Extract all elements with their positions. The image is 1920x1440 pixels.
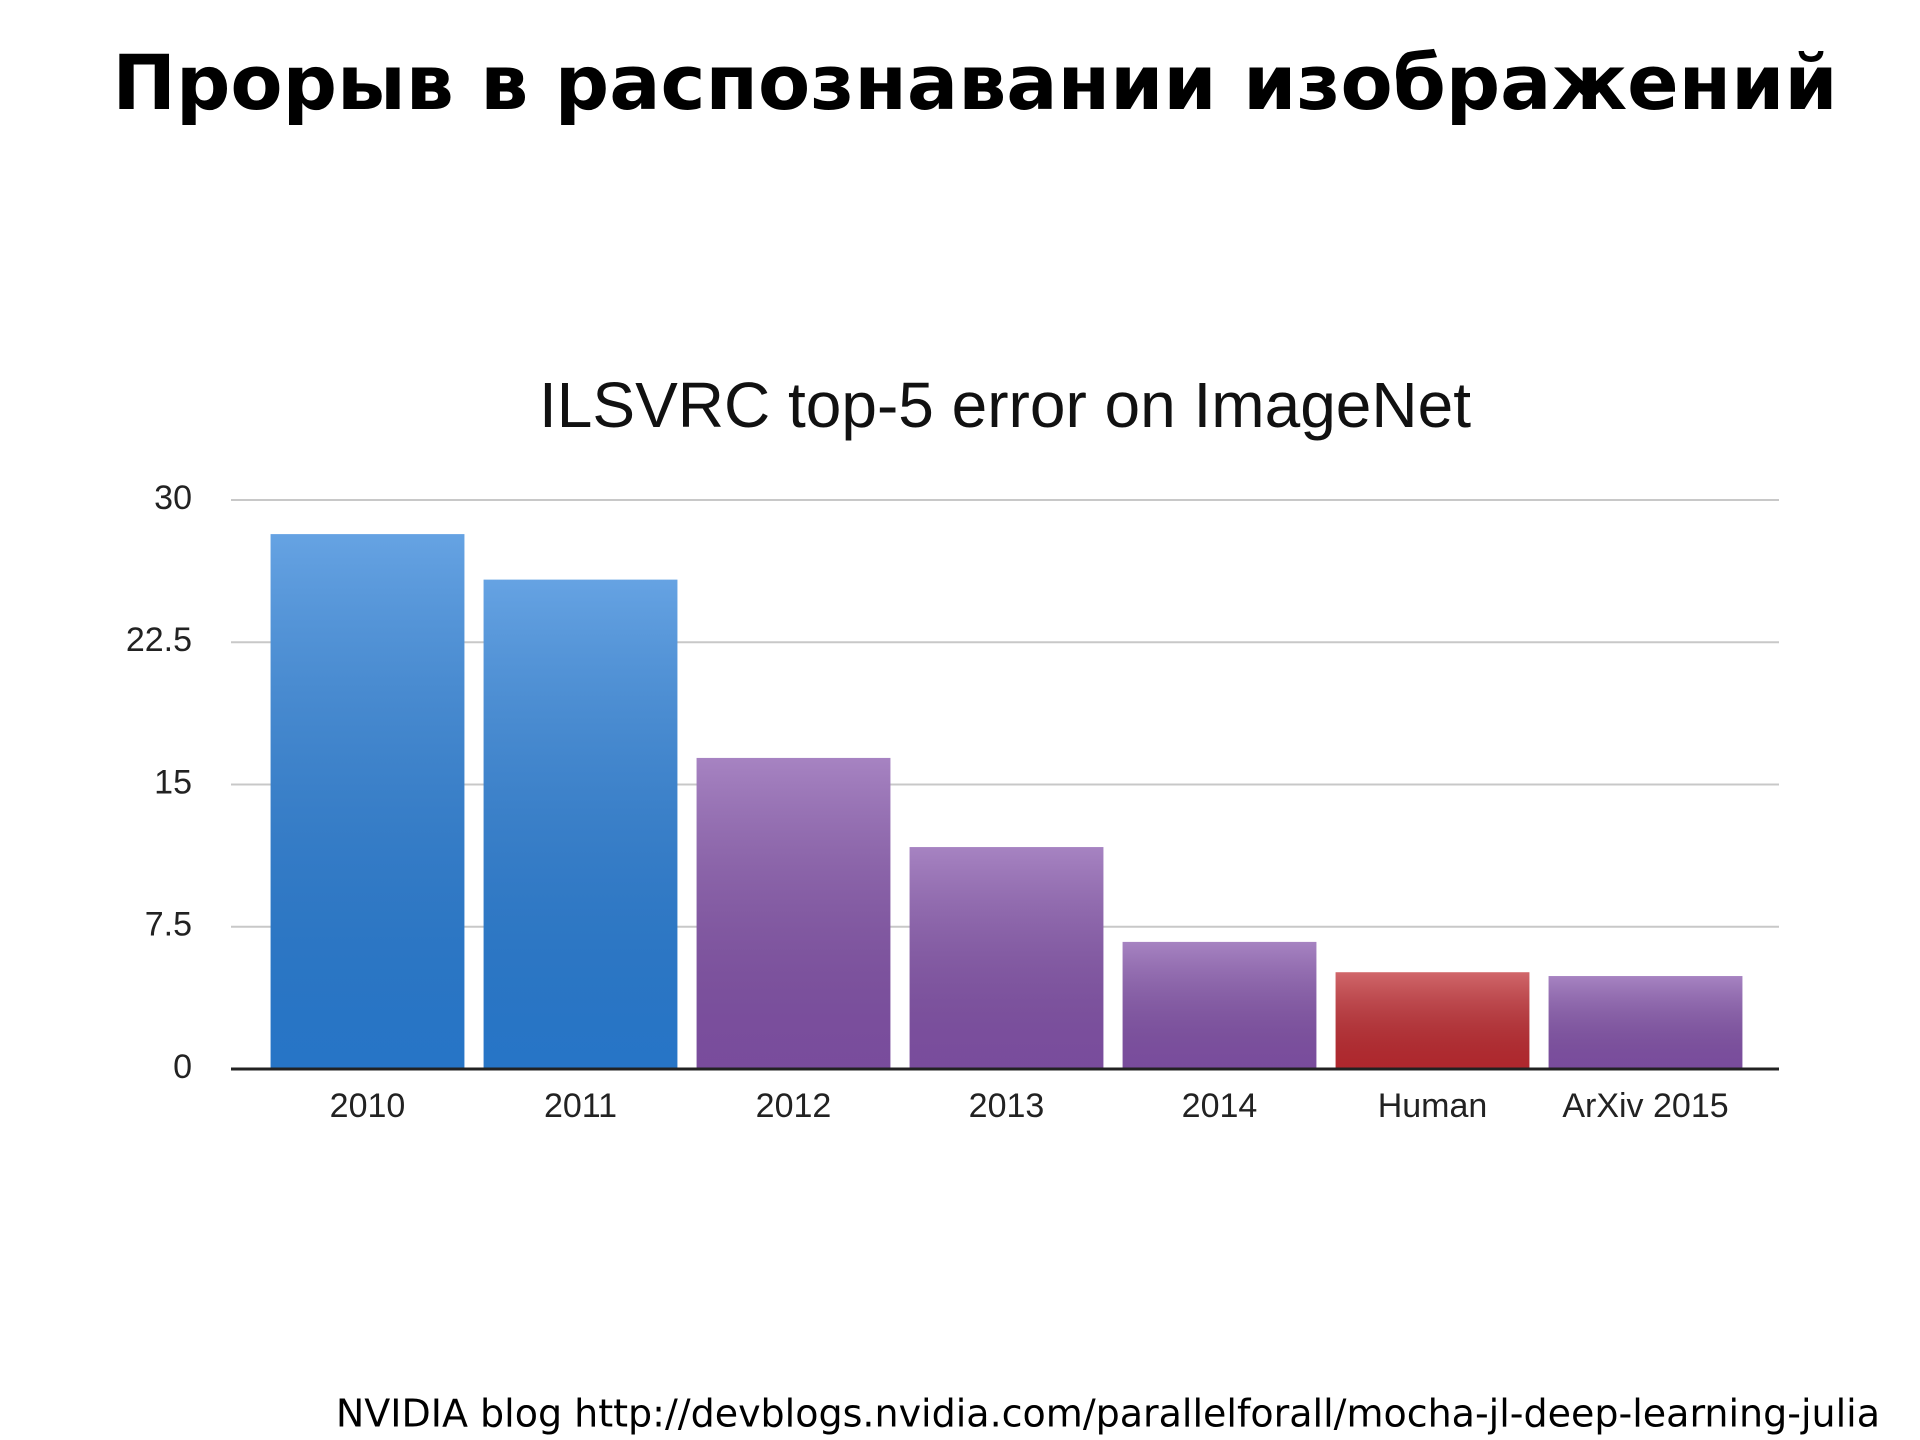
bar-shine	[483, 579, 678, 1069]
bar-shine	[1335, 972, 1530, 1069]
bar-shine	[909, 847, 1104, 1069]
x-tick-label: 2012	[756, 1087, 832, 1125]
bar-shine	[696, 757, 891, 1069]
y-tick-label: 7.5	[145, 906, 192, 944]
x-tick-label: 2010	[330, 1087, 406, 1125]
slide-title: Прорыв в распознавании изображений	[112, 38, 1837, 127]
y-tick-label: 22.5	[126, 621, 192, 659]
source-note: NVIDIA blog http://devblogs.nvidia.com/p…	[336, 1392, 1880, 1436]
bar-shine	[1548, 976, 1743, 1069]
bar-shine	[270, 534, 465, 1069]
x-tick-label: 2014	[1182, 1087, 1258, 1125]
x-tick-label: 2011	[544, 1087, 617, 1125]
bar-shine	[1122, 941, 1317, 1069]
x-tick-label: 2013	[969, 1087, 1045, 1125]
y-tick-label: 15	[154, 763, 192, 801]
y-tick-label: 0	[173, 1048, 192, 1086]
chart-title: ILSVRC top-5 error on ImageNet	[539, 369, 1471, 441]
y-tick-label: 30	[154, 479, 192, 517]
x-tick-label: ArXiv 2015	[1562, 1087, 1728, 1125]
x-tick-label: Human	[1378, 1087, 1488, 1125]
